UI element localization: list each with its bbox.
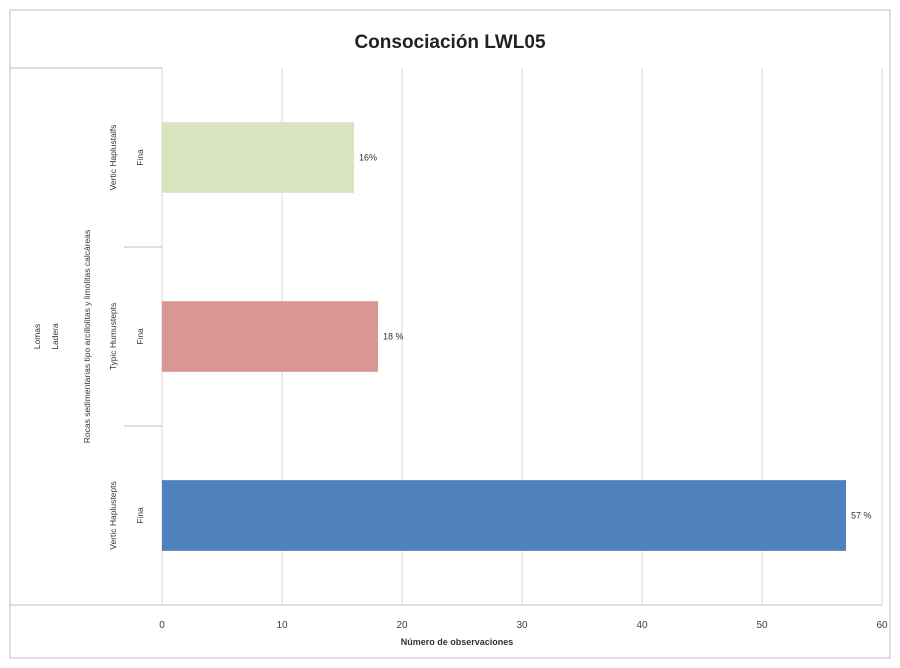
x-tick-label-20: 20 bbox=[396, 620, 408, 631]
data-label-2: 57 % bbox=[851, 511, 872, 521]
paisaje-label: Lomas bbox=[32, 324, 42, 350]
texture-label-2: Fina bbox=[135, 507, 145, 524]
x-axis-ticks: 0 10 20 30 40 50 60 bbox=[159, 620, 888, 631]
material-label: Rocas sedimentarias tipo arcillolitas y … bbox=[82, 230, 92, 444]
texture-label-0: Fina bbox=[135, 149, 145, 166]
data-label-0: 16% bbox=[359, 153, 377, 163]
relieve-label: Ladera bbox=[50, 323, 60, 350]
bar-0 bbox=[162, 122, 354, 193]
x-tick-label-0: 0 bbox=[159, 620, 165, 631]
x-tick-label-10: 10 bbox=[276, 620, 288, 631]
data-label-1: 18 % bbox=[383, 332, 404, 342]
chart-title: Consociación LWL05 bbox=[354, 32, 546, 53]
bar-1 bbox=[162, 301, 378, 372]
category-axis: Fina Vertic Haplustalfs Fina Typic Humustep… bbox=[10, 67, 882, 606]
bar-2 bbox=[162, 480, 846, 551]
texture-label-1: Fina bbox=[135, 328, 145, 345]
taxonomy-label-0: Vertic Haplustalfs bbox=[108, 125, 118, 191]
x-tick-label-60: 60 bbox=[876, 620, 888, 631]
bars: 16% 18 % 57 % bbox=[162, 122, 872, 551]
x-axis-label: Número de observaciones bbox=[401, 637, 514, 647]
taxonomy-label-2: Vertic Haplustepts bbox=[108, 481, 118, 550]
x-tick-label-30: 30 bbox=[516, 620, 528, 631]
taxonomy-label-1: Typic Humustepts bbox=[108, 303, 118, 371]
x-tick-label-40: 40 bbox=[636, 620, 648, 631]
x-tick-label-50: 50 bbox=[756, 620, 768, 631]
